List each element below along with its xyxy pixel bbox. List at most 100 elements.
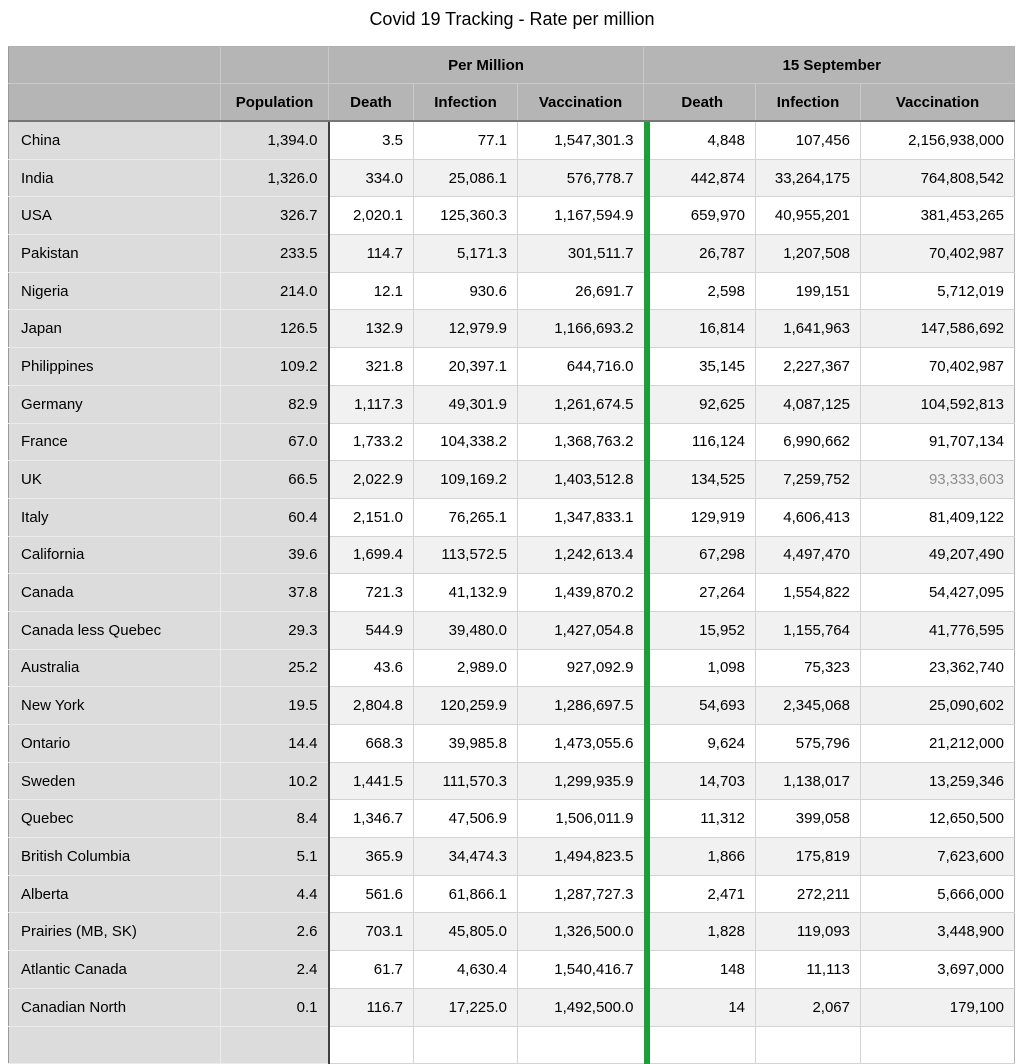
row-label: China xyxy=(8,121,221,160)
sept15-infection-value: 2,227,367 xyxy=(755,347,861,386)
population-value: 37.8 xyxy=(220,573,329,612)
per-million-death-value: 321.8 xyxy=(327,347,414,386)
group-divider-cell xyxy=(643,46,650,84)
population-group-blank-cell xyxy=(220,46,329,84)
per-million-infection-value: 77.1 xyxy=(413,121,518,160)
per-million-death-value: 1,117.3 xyxy=(327,385,414,424)
sept15-vaccination-value: 2,156,938,000 xyxy=(859,121,1016,160)
green-divider xyxy=(643,799,650,839)
green-divider xyxy=(643,837,650,876)
row-label: France xyxy=(8,423,221,462)
green-divider xyxy=(643,686,650,725)
table-row: Philippines 109.2 321.8 20,397.1 644,716… xyxy=(8,347,1016,386)
population-value: 0.1 xyxy=(220,988,329,1027)
sept15-infection-value: 2,067 xyxy=(755,988,861,1027)
population-value: 39.6 xyxy=(220,536,329,575)
row-label: California xyxy=(8,536,221,575)
per-million-vaccination-value: 1,492,500.0 xyxy=(517,988,644,1027)
table-row: Sweden 10.2 1,441.5 111,570.3 1,299,935.… xyxy=(8,762,1016,801)
per-million-death-value: 1,346.7 xyxy=(327,799,414,839)
sept15-death-value: 442,874 xyxy=(649,159,756,198)
sept15-vaccination-value: 3,448,900 xyxy=(859,912,1016,952)
row-label: Canadian North xyxy=(8,988,221,1027)
green-divider xyxy=(643,573,650,612)
green-divider xyxy=(643,912,650,952)
per-million-death-value: 703.1 xyxy=(327,912,414,952)
row-label: Alberta xyxy=(8,875,221,914)
per-million-infection-value: 109,169.2 xyxy=(413,460,518,499)
table-row: China 1,394.0 3.5 77.1 1,547,301.3 4,848… xyxy=(8,121,1016,160)
per-million-vaccination-value: 1,286,697.5 xyxy=(517,686,644,725)
sept15-vaccination-value: 41,776,595 xyxy=(859,611,1016,650)
sept15-vaccination-value: 12,650,500 xyxy=(859,799,1016,839)
column-header-s15-vaccination: Vaccination xyxy=(859,83,1016,122)
sept15-vaccination-value: 5,712,019 xyxy=(859,272,1016,311)
green-divider xyxy=(643,950,650,989)
page-title: Covid 19 Tracking - Rate per million xyxy=(369,9,655,29)
green-divider xyxy=(643,460,650,499)
per-million-vaccination-value: 1,547,301.3 xyxy=(517,121,644,160)
sept15-death-value: 35,145 xyxy=(649,347,756,386)
row-label: New York xyxy=(8,686,221,725)
sept15-infection-value: 1,207,508 xyxy=(755,234,861,273)
row-label: USA xyxy=(8,196,221,236)
sept15-death-value: 92,625 xyxy=(649,385,756,424)
group-header-15-september: 15 September xyxy=(649,46,1016,84)
per-million-infection-value: 4,630.4 xyxy=(413,950,518,989)
per-million-death-value: 2,804.8 xyxy=(327,686,414,725)
sept15-infection-value: 7,259,752 xyxy=(755,460,861,499)
green-divider xyxy=(643,272,650,311)
row-label-column-header xyxy=(8,83,221,122)
table-row: USA 326.7 2,020.1 125,360.3 1,167,594.9 … xyxy=(8,196,1016,236)
per-million-death-value: 116.7 xyxy=(327,988,414,1027)
sept15-death-value: 11,312 xyxy=(649,799,756,839)
column-header-pm-infection: Infection xyxy=(413,83,518,122)
per-million-infection-value: 125,360.3 xyxy=(413,196,518,236)
table-row: Germany 82.9 1,117.3 49,301.9 1,261,674.… xyxy=(8,385,1016,424)
row-label: Canada less Quebec xyxy=(8,611,221,650)
row-label: UK xyxy=(8,460,221,499)
table-row: California 39.6 1,699.4 113,572.5 1,242,… xyxy=(8,536,1016,575)
sept15-death-value: 1,828 xyxy=(649,912,756,952)
per-million-vaccination-value: 1,540,416.7 xyxy=(517,950,644,989)
per-million-death-value: 2,022.9 xyxy=(327,460,414,499)
population-value: 67.0 xyxy=(220,423,329,462)
per-million-vaccination-value: 1,439,870.2 xyxy=(517,573,644,612)
per-million-vaccination-value: 927,092.9 xyxy=(517,649,644,688)
per-million-infection-value: 111,570.3 xyxy=(413,762,518,801)
table-row: British Columbia 5.1 365.9 34,474.3 1,49… xyxy=(8,837,1016,876)
per-million-infection-value: 104,338.2 xyxy=(413,423,518,462)
green-divider xyxy=(643,875,650,914)
table-row: Italy 60.4 2,151.0 76,265.1 1,347,833.1 … xyxy=(8,498,1016,537)
sept15-infection-value: 399,058 xyxy=(755,799,861,839)
sept15-vaccination-value: 91,707,134 xyxy=(859,423,1016,462)
column-header-s15-infection: Infection xyxy=(755,83,861,122)
population-value: 82.9 xyxy=(220,385,329,424)
sept15-infection-value: 75,323 xyxy=(755,649,861,688)
sept15-vaccination-value: 13,259,346 xyxy=(859,762,1016,801)
sept15-vaccination-value: 70,402,987 xyxy=(859,234,1016,273)
per-million-death-value: 3.5 xyxy=(327,121,414,160)
row-label: Canada xyxy=(8,573,221,612)
per-million-infection-value: 45,805.0 xyxy=(413,912,518,952)
per-million-vaccination-value: 1,299,935.9 xyxy=(517,762,644,801)
column-divider-cell xyxy=(643,83,650,122)
row-label: Nigeria xyxy=(8,272,221,311)
green-divider xyxy=(643,724,650,763)
per-million-infection-value: 61,866.1 xyxy=(413,875,518,914)
per-million-vaccination-value: 1,167,594.9 xyxy=(517,196,644,236)
table-row: Canada 37.8 721.3 41,132.9 1,439,870.2 2… xyxy=(8,573,1016,612)
row-label: Quebec xyxy=(8,799,221,839)
per-million-vaccination-value: 1,506,011.9 xyxy=(517,799,644,839)
population-value: 8.4 xyxy=(220,799,329,839)
sept15-death-value: 9,624 xyxy=(649,724,756,763)
per-million-infection-value: 76,265.1 xyxy=(413,498,518,537)
row-label xyxy=(8,1026,221,1064)
row-label: India xyxy=(8,159,221,198)
per-million-death-value: 61.7 xyxy=(327,950,414,989)
table-row: New York 19.5 2,804.8 120,259.9 1,286,69… xyxy=(8,686,1016,725)
row-label: Australia xyxy=(8,649,221,688)
sept15-death-value: 67,298 xyxy=(649,536,756,575)
sept15-vaccination-value: 23,362,740 xyxy=(859,649,1016,688)
sept15-vaccination-value: 147,586,692 xyxy=(859,309,1016,349)
